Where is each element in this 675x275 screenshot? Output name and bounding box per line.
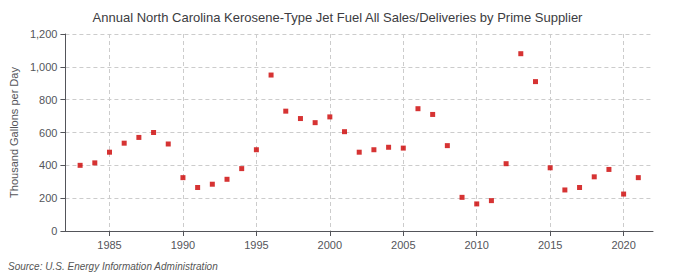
- svg-text:2005: 2005: [391, 239, 415, 251]
- svg-text:1,200: 1,200: [30, 28, 58, 40]
- svg-text:800: 800: [39, 94, 57, 106]
- svg-text:200: 200: [39, 192, 57, 204]
- svg-text:Annual North Carolina Kerosene: Annual North Carolina Kerosene-Type Jet …: [93, 10, 584, 25]
- svg-text:2020: 2020: [611, 239, 635, 251]
- svg-text:Source: U.S. Energy Informatio: Source: U.S. Energy Information Administ…: [8, 261, 218, 272]
- svg-text:2015: 2015: [538, 239, 562, 251]
- svg-text:600: 600: [39, 127, 57, 139]
- svg-text:1,000: 1,000: [30, 61, 58, 73]
- svg-text:0: 0: [51, 225, 57, 237]
- svg-text:2010: 2010: [464, 239, 488, 251]
- svg-text:1985: 1985: [97, 239, 121, 251]
- svg-text:2000: 2000: [318, 239, 342, 251]
- svg-text:1990: 1990: [171, 239, 195, 251]
- svg-text:Thousand Gallons per Day: Thousand Gallons per Day: [8, 67, 20, 198]
- svg-text:400: 400: [39, 159, 57, 171]
- svg-text:1995: 1995: [244, 239, 268, 251]
